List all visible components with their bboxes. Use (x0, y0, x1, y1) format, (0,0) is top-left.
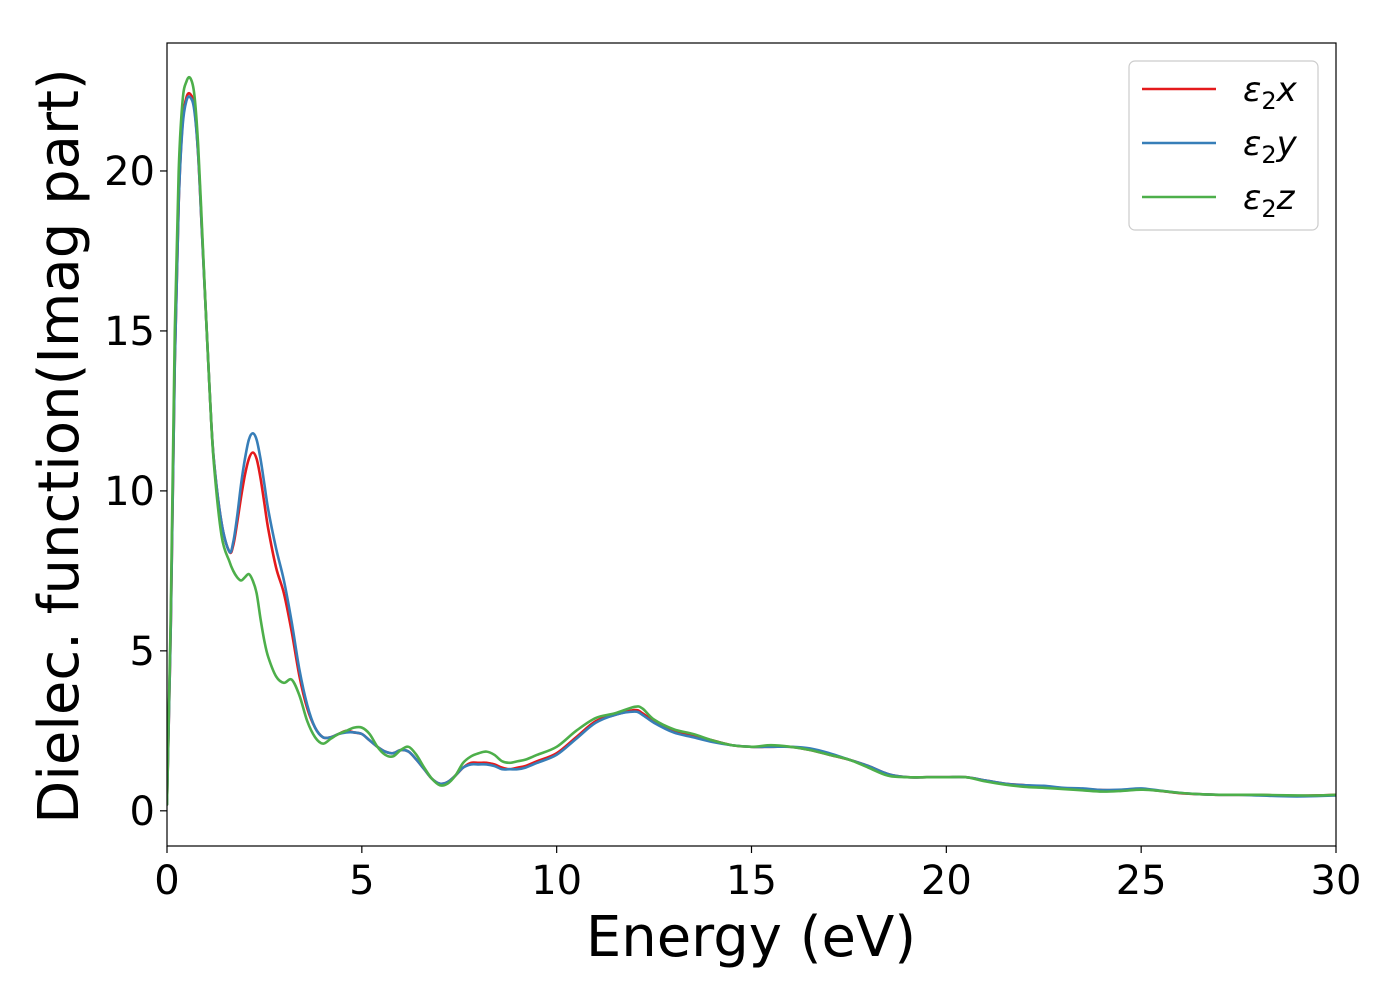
x-axis: 0 5 10 15 20 25 30 (154, 846, 1361, 904)
x-tick-label: 25 (1116, 858, 1167, 904)
y-tick-label: 15 (104, 309, 155, 355)
x-tick-label: 15 (726, 858, 777, 904)
series-line-z (167, 75, 1336, 806)
legend-label-z: ε2z (1243, 178, 1296, 223)
y-tick-label: 0 (130, 789, 155, 835)
x-tick-label: 10 (531, 858, 582, 904)
y-tick-label: 10 (104, 469, 155, 515)
legend: ε2x ε2y ε2z (1128, 60, 1319, 231)
x-tick-label: 5 (349, 858, 374, 904)
series-lines (167, 75, 1336, 806)
y-tick-label: 20 (104, 149, 155, 195)
y-axis: 0 5 10 15 20 (104, 149, 167, 835)
x-tick-label: 30 (1311, 858, 1362, 904)
legend-label-y: ε2y (1243, 124, 1298, 169)
legend-label-x: ε2x (1243, 70, 1298, 115)
y-tick-label: 5 (130, 629, 155, 675)
x-tick-label: 20 (921, 858, 972, 904)
legend-box (1128, 60, 1319, 231)
x-axis-label: Energy (eV) (586, 905, 916, 970)
y-axis-label: Dielec. function(Imag part) (27, 68, 92, 824)
x-tick-label: 0 (154, 858, 179, 904)
